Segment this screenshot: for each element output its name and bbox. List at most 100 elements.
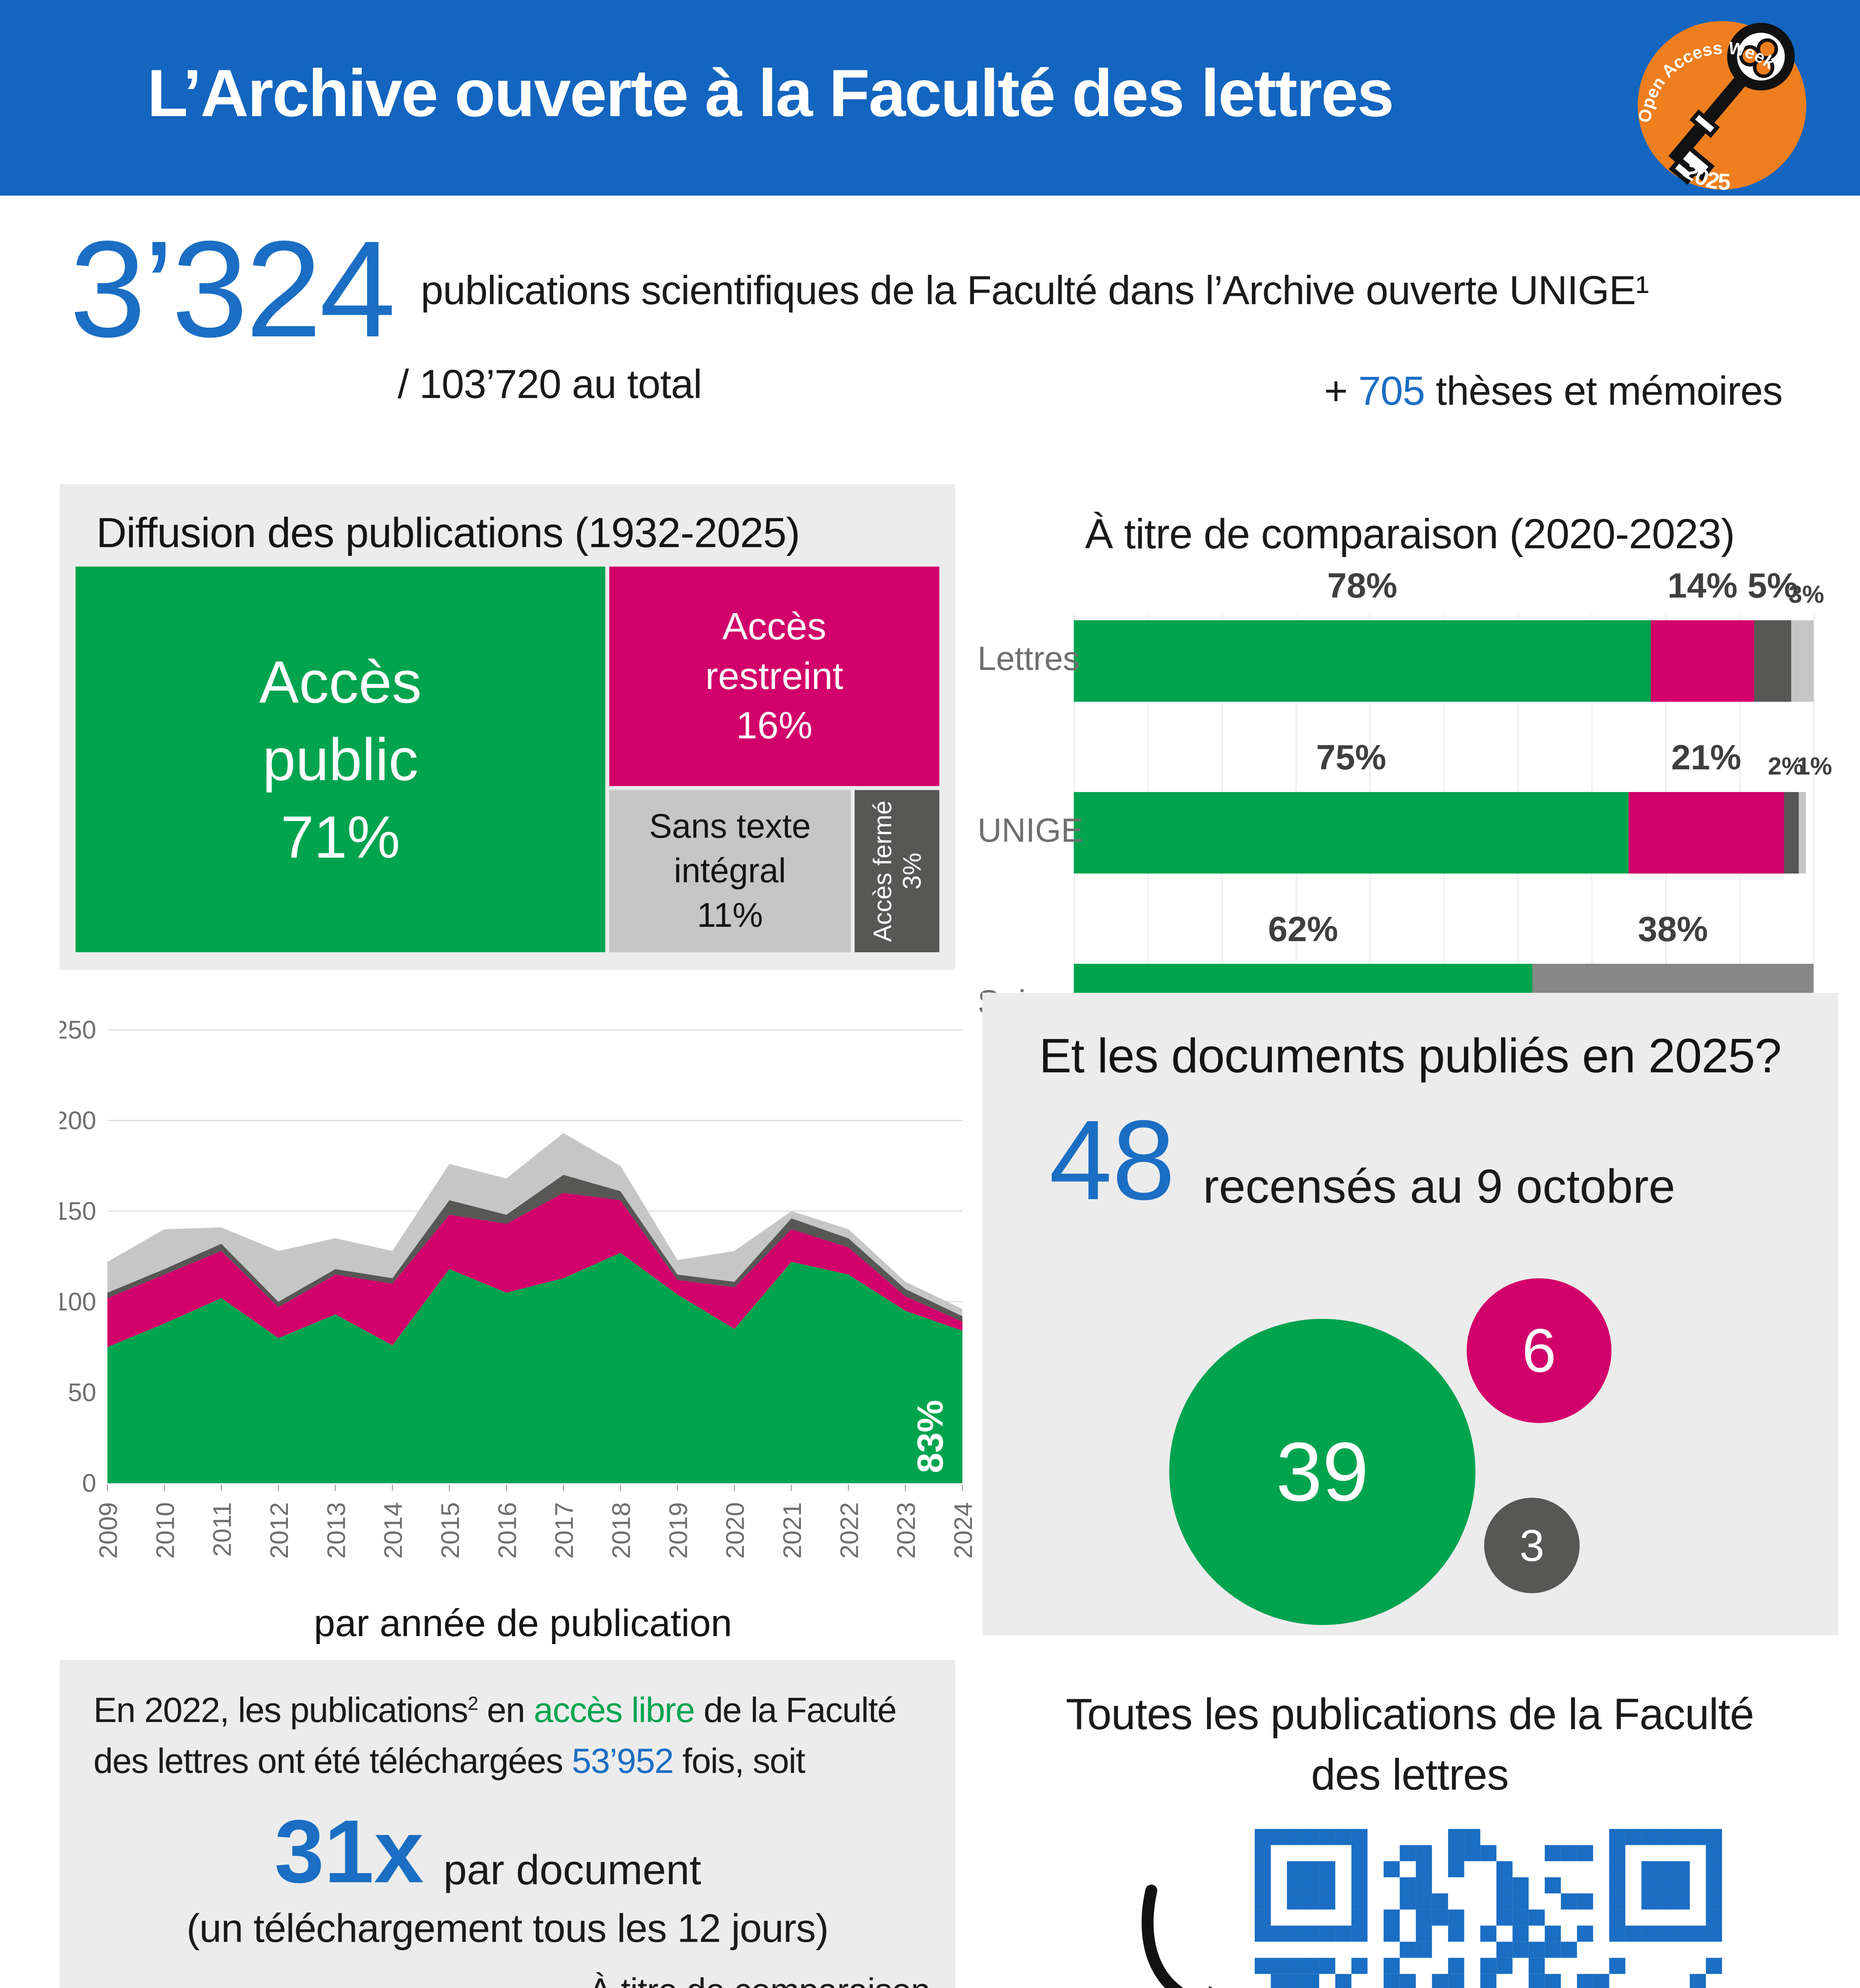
docs-2025-count: 48 — [1049, 1097, 1176, 1223]
treemap-acces-public: Accès public 71% — [76, 567, 605, 952]
downloads-per-doc: par document — [443, 1846, 702, 1893]
treemap-sans-texte: Sans texte intégral 11% — [609, 790, 851, 952]
svg-text:2012: 2012 — [265, 1502, 293, 1559]
svg-text:250: 250 — [60, 1015, 96, 1044]
area-chart: 0 50 100 150 200 250 2009 2010 2011 2012 2013 2014 2… — [60, 1015, 978, 1559]
treemap-restreint-pct: 16% — [736, 704, 813, 747]
svg-text:83%: 83% — [910, 1400, 951, 1473]
svg-text:2021: 2021 — [778, 1502, 807, 1559]
bar-segment — [1074, 792, 1629, 874]
bar-segment — [1629, 792, 1784, 874]
treemap-sans-pct: 11% — [697, 896, 763, 934]
bar-row-label-lettres: Lettres — [978, 640, 1080, 677]
downloads-panel: En 2022, les publications2 en accès libr… — [60, 1660, 955, 1988]
bar-row-label-unige: UNIGE — [978, 812, 1084, 849]
bar-segment — [1798, 792, 1806, 874]
theses-count: 705 — [1358, 368, 1425, 414]
docs-2025-title: Et les documents publiés en 2025? — [1039, 1029, 1782, 1083]
svg-text:0: 0 — [82, 1469, 96, 1497]
bar-value-label: 14% — [1667, 566, 1738, 605]
bubble-green-value: 39 — [1276, 1425, 1369, 1518]
svg-text:2009: 2009 — [94, 1502, 122, 1559]
treemap-restreint-label: Accès restreint — [705, 605, 844, 697]
bar-value-label: 5% — [1747, 566, 1798, 605]
svg-text:2019: 2019 — [664, 1502, 692, 1559]
theses-text: thèses et mémoires — [1425, 368, 1783, 414]
svg-text:2024: 2024 — [949, 1502, 978, 1559]
treemap-public-label: Accès public — [259, 648, 422, 793]
bar-value-label: 38% — [1638, 909, 1708, 949]
dl-text-a: En 2022, les publications — [93, 1690, 468, 1730]
bubble-gray: 3 — [1484, 1498, 1580, 1593]
bar-segment — [1650, 620, 1755, 702]
bar-segment — [1784, 792, 1799, 874]
dl-cmp-a: À titre de comparaison, les documents — [589, 1971, 940, 1988]
header-banner: L’Archive ouverte à la Faculté des lettr… — [0, 0, 1860, 196]
downloads-times: 31x — [274, 1801, 424, 1901]
diffusion-title: Diffusion des publications (1932-2025) — [96, 509, 800, 556]
svg-text:2015: 2015 — [436, 1502, 465, 1559]
bar-value-label: 75% — [1316, 738, 1386, 777]
svg-text:2017: 2017 — [550, 1502, 579, 1559]
downloads-frequency: (un téléchargement tous les 12 jours) — [187, 1906, 829, 1951]
comparison-bar-chart: 78% 14% 5% 3% 75% 21% 2% 1% 62% 38% — [1074, 566, 1832, 1076]
svg-text:2010: 2010 — [151, 1502, 179, 1559]
gridline — [1813, 614, 1814, 1076]
theses-plus: + — [1324, 368, 1359, 414]
svg-text:50: 50 — [68, 1378, 96, 1407]
treemap-public-pct: 71% — [280, 803, 400, 870]
bar-segment — [1074, 620, 1651, 702]
key-icon — [1668, 23, 1795, 185]
svg-text:100: 100 — [60, 1287, 96, 1316]
bar-segment — [1791, 620, 1813, 702]
treemap-acces-restreint: Accès restreint 16% — [609, 567, 939, 786]
downloads-paragraph: En 2022, les publications2 en accès libr… — [93, 1685, 941, 1786]
bubble-pink-value: 6 — [1522, 1316, 1557, 1385]
svg-text:2020: 2020 — [721, 1502, 750, 1559]
arrow-icon — [1141, 1885, 1213, 1988]
bar-value-label: 62% — [1268, 909, 1338, 949]
bar-value-label: 21% — [1671, 738, 1741, 777]
svg-text:2016: 2016 — [493, 1502, 521, 1559]
theses-line: + 705 thèses et mémoires — [1324, 368, 1783, 414]
publications-total: / 103’720 au total — [398, 361, 702, 407]
docs-2025-panel: Et les documents publiés en 2025? 48 rec… — [982, 993, 1838, 1635]
bubble-gray-value: 3 — [1519, 1520, 1545, 1571]
publications-description: publications scientifiques de la Faculté… — [421, 268, 1649, 313]
svg-text:2011: 2011 — [208, 1502, 237, 1557]
svg-text:2013: 2013 — [322, 1502, 350, 1559]
qr-code — [1255, 1829, 1722, 1988]
svg-text:2022: 2022 — [835, 1502, 863, 1559]
open-access-week-badge: Open Access Week 2025 — [1635, 21, 1806, 195]
bar-value-label: 3% — [1788, 581, 1824, 608]
area-chart-caption: par année de publication — [314, 1602, 732, 1644]
svg-text:2023: 2023 — [892, 1502, 921, 1559]
svg-text:2014: 2014 — [379, 1502, 408, 1559]
publications-count: 3’324 — [70, 213, 396, 366]
svg-text:150: 150 — [60, 1197, 96, 1225]
qr-title-line1: Toutes les publications de la Faculté — [1065, 1690, 1754, 1739]
dl-text-b: en — [478, 1690, 534, 1730]
svg-text:200: 200 — [60, 1106, 96, 1135]
dl-count: 53’952 — [571, 1741, 674, 1780]
dl-acces-libre: accès libre — [534, 1690, 695, 1730]
page-title: L’Archive ouverte à la Faculté des lettr… — [147, 56, 1394, 130]
treemap-acces-ferme: Accès fermé 3% — [855, 790, 939, 952]
bar-segment — [1754, 620, 1792, 702]
dl-text-d: fois, soit — [673, 1741, 805, 1780]
treemap-sans-label: Sans texte intégral — [649, 807, 811, 890]
svg-text:2018: 2018 — [607, 1502, 636, 1559]
bar-value-label: 2% — [1768, 753, 1804, 780]
docs-2025-caption: recensés au 9 octobre — [1203, 1160, 1675, 1213]
dl-sup: 2 — [467, 1693, 478, 1714]
comparison-title: À titre de comparaison (2020-2023) — [1085, 511, 1735, 557]
diffusion-panel: Diffusion des publications (1932-2025) A… — [60, 484, 955, 970]
bubble-green: 39 — [1169, 1319, 1475, 1625]
bar-value-label: 78% — [1327, 566, 1397, 605]
bar-value-label: 1% — [1796, 753, 1832, 780]
downloads-comparison-text: À titre de comparaison, les documents en… — [589, 1968, 947, 1988]
bubble-pink: 6 — [1467, 1278, 1611, 1423]
treemap-ferme-label: Accès fermé 3% — [868, 800, 926, 942]
dl-text-c: de la Faculté des lettres ont été téléch… — [93, 1690, 897, 1780]
